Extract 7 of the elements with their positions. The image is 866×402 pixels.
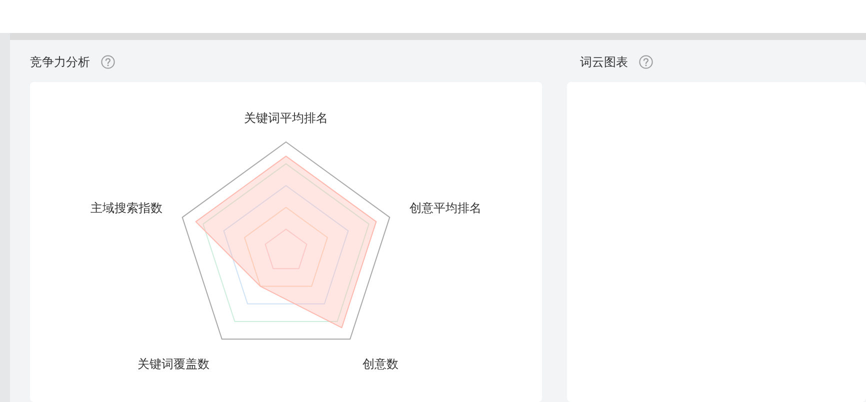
spoke-label: 关键词平均排名 [244, 111, 328, 125]
chart-title: 竞争力分析 [30, 54, 90, 70]
text: 词云图表 [580, 54, 628, 70]
spoke-label: 关键词覆盖数 [138, 357, 210, 372]
spoke-label: 主域搜索指数 [90, 200, 162, 215]
spoke-label: 创意数 [362, 357, 398, 372]
spoke-label: 创意平均排名 [410, 200, 482, 215]
